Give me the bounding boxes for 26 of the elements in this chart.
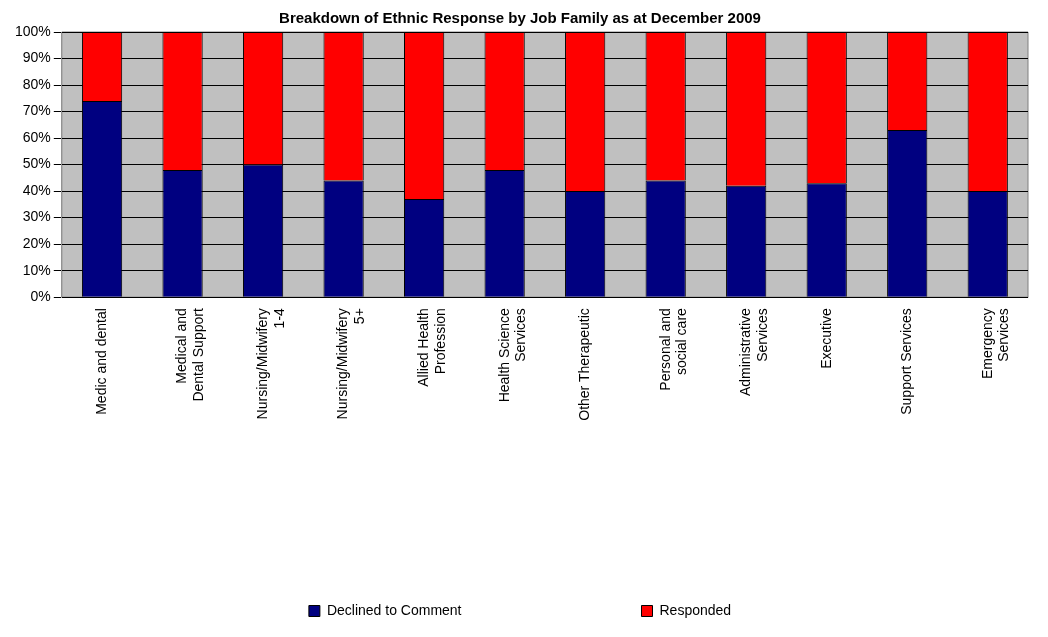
- x-tick-label: Emergency Services: [978, 308, 1012, 379]
- x-tick-label: Allied Health Profession: [414, 308, 448, 387]
- y-tick-label: 80%: [22, 75, 51, 92]
- y-tick-label: 70%: [22, 102, 51, 119]
- y-tick-label: 100%: [14, 22, 51, 39]
- x-tick-label: Administrative Services: [737, 307, 770, 397]
- y-tick-label: 50%: [22, 155, 51, 172]
- y-tick-label: 30%: [22, 208, 51, 225]
- legend-label: Declined to Comment: [326, 601, 462, 618]
- y-tick-label: 40%: [22, 181, 51, 198]
- x-tick-label: Nursing/Midwifery 1-4: [253, 307, 287, 420]
- y-tick-label: 0%: [30, 288, 51, 305]
- y-tick-label: 10%: [22, 261, 51, 278]
- chart-title: Breakdown of Ethnic Response by Job Family as at December 2009: [279, 9, 761, 27]
- x-tick-label: Personal and social care: [656, 307, 690, 391]
- x-tick-label: Health Science Services: [495, 307, 529, 403]
- x-tick-label: Nursing/Midwifery 5+: [334, 308, 368, 420]
- legend-label: Responded: [659, 601, 732, 618]
- y-tick-label: 20%: [22, 234, 51, 251]
- x-tick-label: Medical and Dental Support: [173, 308, 207, 402]
- x-tick-label: Support Services: [898, 308, 915, 415]
- y-tick-label: 90%: [22, 49, 51, 66]
- x-tick-label: Executive: [817, 307, 834, 369]
- y-tick-label: 60%: [22, 128, 51, 145]
- x-tick-label: Other Therapeutic: [576, 308, 593, 421]
- x-tick-label: Medic and dental: [92, 308, 109, 415]
